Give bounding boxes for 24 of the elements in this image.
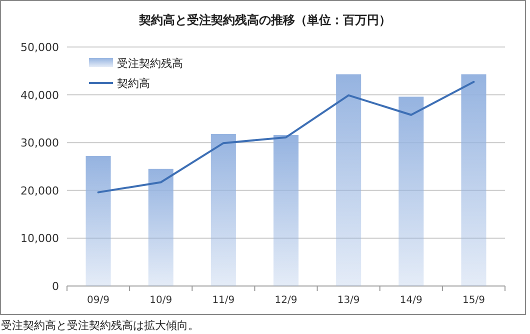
x-tick-label: 11/9 <box>212 295 235 306</box>
chart-title: 契約高と受注契約残高の推移（単位：百万円） <box>138 13 391 27</box>
x-tick-label: 14/9 <box>400 295 422 306</box>
y-tick-label: 10,000 <box>20 232 59 246</box>
y-tick-label: 20,000 <box>20 184 59 198</box>
y-tick-label: 50,000 <box>20 41 59 54</box>
bar <box>398 96 424 286</box>
y-tick-label: 40,000 <box>20 88 59 102</box>
bar <box>273 134 299 286</box>
y-tick-label: 0 <box>52 280 59 293</box>
bar <box>210 134 236 286</box>
legend-label: 契約高 <box>117 77 150 90</box>
bar <box>461 74 486 286</box>
x-tick-label: 09/9 <box>87 295 110 306</box>
bar <box>86 156 111 286</box>
bar <box>336 74 362 286</box>
x-tick-label: 12/9 <box>274 295 298 306</box>
text: 受注契約高と受注契約残高は拡大傾向。 <box>1 319 199 332</box>
x-tick-label: 10/9 <box>150 295 172 306</box>
legend-label: 受注契約残高 <box>117 57 183 70</box>
x-tick-label: 15/9 <box>462 295 485 306</box>
x-tick-label: 13/9 <box>337 295 360 306</box>
y-tick-label: 30,000 <box>20 136 59 150</box>
bar <box>148 168 174 286</box>
